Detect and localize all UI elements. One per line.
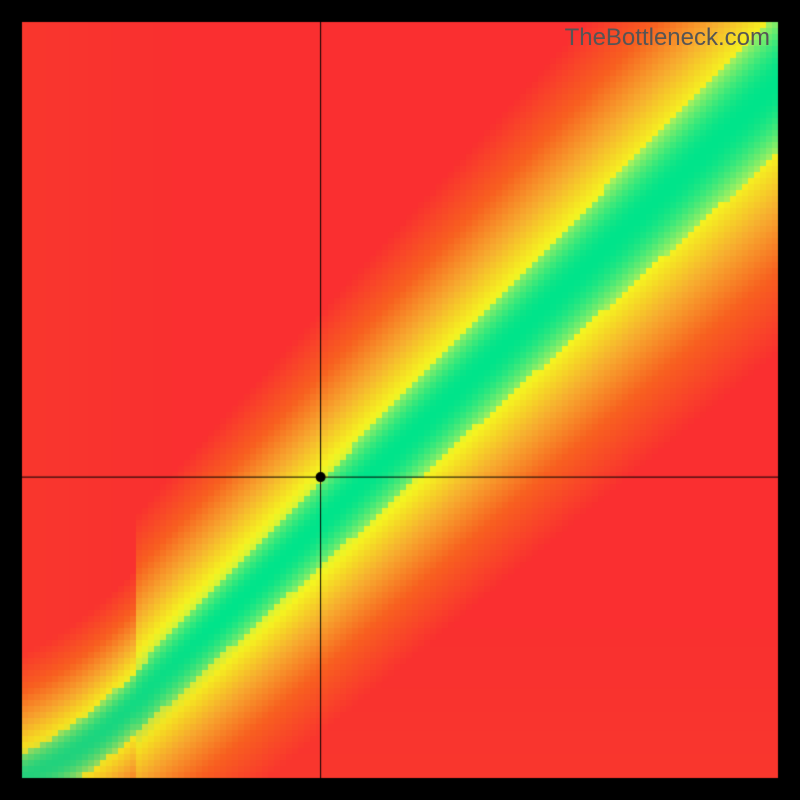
watermark-text: TheBottleneck.com — [565, 24, 770, 52]
chart-container: TheBottleneck.com — [0, 0, 800, 800]
bottleneck-heatmap-canvas — [0, 0, 800, 800]
